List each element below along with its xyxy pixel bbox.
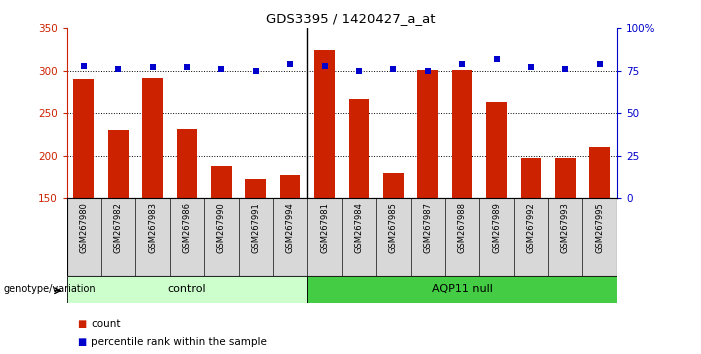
Bar [245,179,266,198]
Text: GDS3395 / 1420427_a_at: GDS3395 / 1420427_a_at [266,12,435,25]
Bar [555,158,576,198]
Text: GSM267988: GSM267988 [458,202,467,253]
Text: genotype/variation: genotype/variation [4,284,96,295]
Bar [486,102,507,198]
Point [353,68,365,74]
Bar [67,198,101,276]
Bar [307,198,341,276]
Text: GSM267983: GSM267983 [148,202,157,253]
Text: GSM267987: GSM267987 [423,202,433,253]
Bar [341,198,376,276]
Point [147,64,158,70]
Bar [514,198,548,276]
Text: GSM267992: GSM267992 [526,202,536,253]
Text: GSM267981: GSM267981 [320,202,329,253]
Bar [170,198,204,276]
Bar [383,173,404,198]
Text: GSM267984: GSM267984 [355,202,363,253]
Bar [445,198,479,276]
Text: control: control [168,284,206,295]
Bar [177,129,197,198]
Text: GSM267990: GSM267990 [217,202,226,253]
Text: GSM267989: GSM267989 [492,202,501,253]
Bar [280,175,301,198]
Point [79,63,90,69]
Bar [583,198,617,276]
Bar [108,130,128,198]
Point [216,66,227,72]
Point [388,66,399,72]
Point [594,61,605,67]
Point [182,64,193,70]
Text: GSM267995: GSM267995 [595,202,604,253]
Point [285,61,296,67]
Bar [417,70,438,198]
Bar [590,147,610,198]
Bar [204,198,238,276]
Text: GSM267986: GSM267986 [182,202,191,253]
Bar [135,198,170,276]
Point [491,56,502,62]
Text: GSM267985: GSM267985 [389,202,398,253]
Bar [451,70,472,198]
Point [525,64,536,70]
Point [319,63,330,69]
Bar [348,99,369,198]
Text: GSM267994: GSM267994 [285,202,294,253]
Bar [273,198,307,276]
Point [113,66,124,72]
Bar [238,198,273,276]
Bar [211,166,231,198]
Point [422,68,433,74]
Text: AQP11 null: AQP11 null [432,284,493,295]
Bar [101,198,135,276]
Text: ■: ■ [77,337,86,347]
Bar [521,158,541,198]
Bar [74,79,94,198]
Bar [142,78,163,198]
Text: count: count [91,319,121,329]
Point [456,61,468,67]
Bar [67,276,307,303]
Bar [479,198,514,276]
Text: percentile rank within the sample: percentile rank within the sample [91,337,267,347]
Text: GSM267991: GSM267991 [251,202,260,253]
Bar [548,198,583,276]
Text: ■: ■ [77,319,86,329]
Bar [411,198,445,276]
Point [559,66,571,72]
Text: GSM267993: GSM267993 [561,202,570,253]
Bar [314,50,335,198]
Bar [307,276,617,303]
Text: GSM267980: GSM267980 [79,202,88,253]
Point [250,68,261,74]
Bar [376,198,411,276]
Text: GSM267982: GSM267982 [114,202,123,253]
